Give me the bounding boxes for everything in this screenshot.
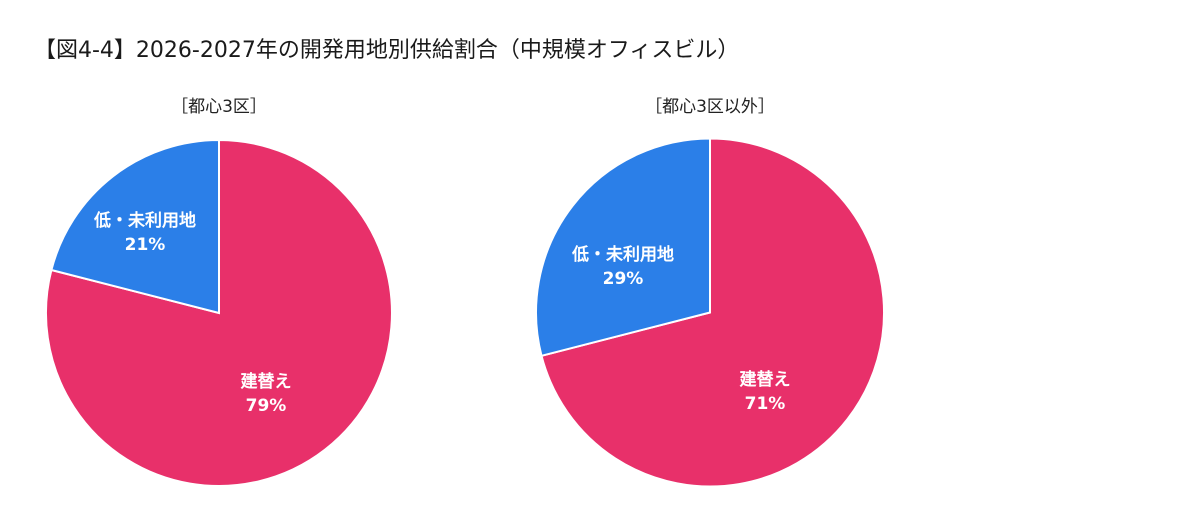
slice-value-low-unused-land: 21% xyxy=(125,235,166,255)
slice-value-low-unused-land: 29% xyxy=(603,269,644,289)
slice-label-low-unused-land: 低・未利用地 xyxy=(93,210,196,231)
slice-low-unused-land xyxy=(535,137,711,358)
pie-central-3-wards: 低・未利用地 21% 建替え 79% xyxy=(44,138,393,487)
slice-value-rebuild: 79% xyxy=(246,396,287,416)
chart-title: 【図4-4】2026-2027年の開発用地別供給割合（中規模オフィスビル） xyxy=(34,38,740,63)
pie-outside-central-3-wards: 低・未利用地 29% 建替え 71% xyxy=(535,137,886,488)
slice-rebuild xyxy=(540,137,886,488)
slice-low-unused-land xyxy=(50,138,220,315)
slice-label-low-unused-land: 低・未利用地 xyxy=(571,244,674,265)
pie-subtitle-central-3-wards: ［都心3区］ xyxy=(171,97,267,117)
pie-subtitle-outside-central-3-wards: ［都心3区以外］ xyxy=(645,97,775,117)
slice-value-rebuild: 71% xyxy=(745,394,786,414)
slice-label-rebuild: 建替え xyxy=(740,369,791,390)
slice-label-rebuild: 建替え xyxy=(241,371,292,392)
